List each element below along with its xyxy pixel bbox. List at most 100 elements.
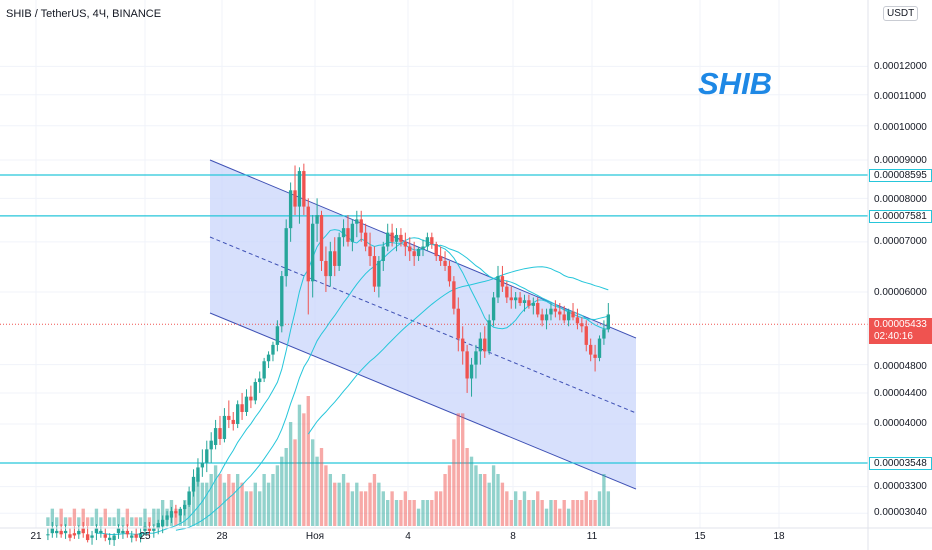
- candle-body: [558, 311, 562, 315]
- candle-body: [438, 256, 443, 261]
- candle-body: [134, 534, 138, 538]
- candle-body: [262, 361, 266, 379]
- candle-body: [165, 515, 169, 520]
- volume-bar: [143, 508, 147, 526]
- volume-bar: [602, 474, 606, 526]
- shib-text-overlay[interactable]: SHIB: [698, 66, 773, 101]
- candle-body: [487, 320, 491, 352]
- volume-bar: [355, 482, 359, 526]
- level-price-tag[interactable]: 0.00007581: [869, 210, 932, 223]
- volume-bar: [138, 517, 143, 526]
- date-label: 8: [510, 531, 516, 542]
- candle-body: [59, 530, 63, 535]
- candle-body: [566, 311, 571, 321]
- candle-body: [412, 251, 416, 257]
- candle-body: [266, 354, 271, 362]
- price-label: 0.00011000: [874, 91, 927, 102]
- candle-body: [68, 534, 72, 538]
- volume-bar: [456, 413, 460, 526]
- volume-bar: [588, 500, 593, 526]
- volume-bar: [372, 474, 377, 526]
- price-label: 0.00007000: [874, 236, 927, 247]
- currency-badge[interactable]: USDT: [883, 6, 919, 21]
- volume-bar: [262, 474, 266, 526]
- volume-bar: [597, 491, 602, 526]
- candle-body: [169, 511, 174, 518]
- current-price-value: 0.00005433: [874, 319, 927, 330]
- level-price-tag[interactable]: 0.00008595: [869, 169, 932, 182]
- volume-bar: [425, 500, 430, 526]
- volume-bar: [522, 491, 527, 526]
- volume-bar: [593, 500, 597, 526]
- volume-bar: [72, 508, 77, 526]
- volume-bar: [416, 508, 421, 526]
- candle-body: [222, 415, 227, 439]
- candle-body: [443, 260, 447, 266]
- volume-bar: [280, 456, 284, 526]
- candle-body: [549, 308, 553, 315]
- volume-bar: [116, 508, 121, 526]
- volume-bar: [549, 500, 553, 526]
- candle-body: [253, 382, 257, 401]
- candle-body: [337, 237, 341, 266]
- volume-bar: [324, 465, 328, 526]
- symbol-title[interactable]: SHIB / TetherUS, 4Ч, BINANCE: [6, 8, 162, 20]
- candle-body: [138, 533, 143, 538]
- candle-body: [160, 519, 165, 527]
- candle-body: [235, 404, 240, 424]
- volume-bar: [421, 500, 425, 526]
- candle-body: [324, 260, 328, 277]
- current-price-tag[interactable]: 0.00005433 02:40:16: [869, 318, 932, 344]
- candle-body: [575, 317, 580, 324]
- candle-body: [328, 251, 333, 277]
- volume-bar: [531, 500, 535, 526]
- volume-bar: [315, 456, 319, 526]
- candle-body: [205, 449, 209, 463]
- price-label: 0.00012000: [874, 61, 927, 72]
- ma-mid-line: [175, 237, 609, 531]
- candle-body: [500, 276, 505, 287]
- candle-body: [381, 246, 385, 261]
- candle-body: [483, 338, 487, 352]
- volume-bar: [580, 500, 584, 526]
- candle-body: [258, 378, 262, 383]
- price-label: 0.00008000: [874, 194, 927, 205]
- volume-bar: [500, 482, 505, 526]
- volume-bar: [394, 500, 399, 526]
- date-label: 25: [139, 531, 151, 542]
- volume-bar: [130, 517, 134, 526]
- candle-body: [275, 326, 280, 345]
- candle-body: [116, 528, 121, 534]
- candle-body: [112, 535, 116, 541]
- candle-body: [302, 171, 306, 207]
- volume-bar: [196, 474, 200, 526]
- volume-bar: [152, 508, 156, 526]
- horizontal-levels[interactable]: [0, 174, 868, 464]
- volume-bar: [527, 500, 531, 526]
- candle-body: [390, 232, 394, 242]
- date-label: 11: [586, 531, 598, 542]
- candle-body: [478, 338, 483, 352]
- candle-body: [121, 530, 125, 534]
- candle-body: [602, 329, 606, 339]
- level-price-tag[interactable]: 0.00003548: [869, 457, 932, 470]
- volume-bar: [222, 482, 227, 526]
- candle-body: [227, 415, 231, 420]
- volume-bar: [125, 508, 130, 526]
- volume-bar: [90, 517, 94, 526]
- candle-body: [94, 528, 99, 534]
- volume-bar: [227, 474, 231, 526]
- candle-body: [174, 511, 178, 514]
- candle-body: [544, 314, 549, 321]
- bar-countdown: 02:40:16: [874, 331, 913, 342]
- candle-body: [130, 535, 134, 538]
- candle-body: [531, 303, 535, 306]
- candle-body: [403, 241, 408, 247]
- volume-bar: [103, 508, 107, 526]
- volume-bar: [55, 517, 59, 526]
- volume-bar: [584, 491, 588, 526]
- volume-bar: [465, 448, 469, 526]
- volume-bar: [368, 482, 372, 526]
- volume-bar: [505, 491, 509, 526]
